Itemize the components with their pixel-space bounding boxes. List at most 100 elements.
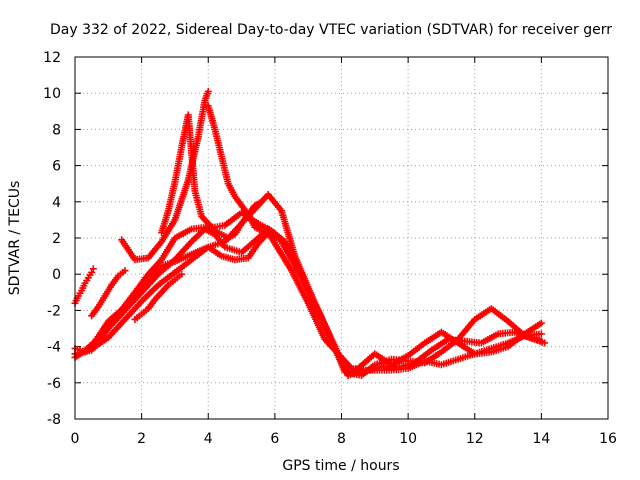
data-marker: [136, 299, 144, 307]
data-marker: [203, 90, 211, 98]
data-marker: [184, 178, 192, 186]
data-marker: [273, 243, 281, 251]
data-marker: [175, 272, 183, 280]
data-marker: [255, 226, 263, 234]
data-marker: [197, 210, 205, 218]
data-marker: [113, 274, 121, 282]
data-marker: [320, 333, 328, 341]
data-marker: [426, 348, 434, 356]
data-marker: [215, 229, 223, 237]
data-marker: [475, 339, 483, 347]
data-marker: [186, 251, 194, 259]
data-marker: [536, 320, 544, 328]
x-tick-label: 2: [137, 431, 146, 447]
data-marker: [436, 349, 444, 357]
data-marker: [153, 283, 161, 291]
data-marker: [535, 330, 543, 338]
data-marker: [276, 205, 284, 213]
y-tick-label: -2: [47, 303, 61, 319]
data-marker: [210, 123, 218, 131]
data-marker: [86, 271, 94, 279]
data-marker: [442, 337, 450, 345]
data-marker: [468, 351, 476, 359]
data-marker: [279, 236, 287, 244]
data-marker: [153, 265, 161, 273]
data-marker: [224, 177, 232, 185]
data-marker: [229, 232, 237, 240]
y-tick-label: 8: [52, 122, 61, 138]
data-marker: [177, 146, 185, 154]
data-marker: [236, 222, 244, 230]
data-marker: [186, 257, 194, 265]
data-marker: [452, 356, 460, 364]
data-marker: [262, 229, 270, 237]
data-marker: [150, 297, 158, 305]
data-marker: [142, 254, 150, 262]
data-marker: [156, 239, 164, 247]
y-tick-label: 10: [43, 86, 61, 102]
data-marker: [269, 232, 277, 240]
data-marker: [106, 283, 114, 291]
data-marker: [219, 238, 227, 246]
y-tick-label: -4: [47, 340, 61, 356]
data-marker: [236, 200, 244, 208]
y-tick-label: 12: [43, 50, 61, 66]
data-marker: [164, 209, 172, 217]
series-track-9: [88, 267, 129, 320]
x-axis-label: GPS time / hours: [282, 458, 399, 474]
x-tick-label: 4: [204, 431, 213, 447]
data-marker: [346, 363, 354, 371]
y-tick-label: 0: [52, 267, 61, 283]
data-layer: [71, 87, 549, 380]
data-marker: [170, 218, 178, 226]
data-marker: [255, 199, 263, 207]
data-marker: [538, 338, 546, 346]
data-marker: [217, 150, 225, 158]
data-marker: [502, 316, 510, 324]
y-tick-label: 2: [52, 231, 61, 247]
data-marker: [169, 258, 177, 266]
x-tick-label: 10: [399, 431, 417, 447]
plot-frame: [74, 56, 609, 420]
data-marker: [485, 348, 493, 356]
x-tick-label: 12: [466, 431, 484, 447]
data-marker: [296, 268, 304, 276]
data-marker: [209, 225, 217, 233]
data-marker: [194, 135, 202, 143]
data-marker: [203, 218, 211, 226]
chart-title: Day 332 of 2022, Sidereal Day-to-day VTE…: [50, 22, 612, 38]
series-track-8: [71, 265, 97, 307]
series-track-4: [71, 229, 549, 376]
y-axis-label: SDTVAR / TECUs: [7, 181, 23, 296]
data-marker: [83, 277, 91, 285]
data-marker: [419, 340, 427, 348]
data-marker: [409, 359, 417, 367]
x-tick-label: 0: [71, 431, 80, 447]
data-marker: [242, 254, 250, 262]
data-marker: [191, 185, 199, 193]
series-track-5: [118, 87, 212, 264]
y-tick-label: 6: [52, 159, 61, 175]
data-marker: [250, 221, 258, 229]
data-marker: [80, 282, 88, 290]
data-marker: [336, 352, 344, 360]
x-tick-label: 16: [599, 431, 617, 447]
data-marker: [170, 180, 178, 188]
data-marker: [169, 277, 177, 285]
data-marker: [250, 203, 258, 211]
axis-ticks: 0 2 4 6 8 10 12 14 16 -8 -6 -4 -2 0 2 4 6 8 10 12: [43, 50, 617, 447]
grid: [75, 57, 608, 419]
data-marker: [100, 294, 108, 302]
series-track-7: [158, 111, 266, 242]
data-marker: [197, 117, 205, 125]
data-marker: [142, 306, 150, 314]
data-marker: [130, 254, 138, 262]
y-tick-label: 4: [52, 195, 61, 211]
series-track-10: [131, 270, 186, 323]
data-marker: [135, 312, 143, 320]
data-marker: [163, 283, 171, 291]
y-tick-label: -6: [47, 376, 61, 392]
data-marker: [218, 222, 226, 230]
data-marker: [502, 343, 510, 351]
data-marker: [230, 190, 238, 198]
